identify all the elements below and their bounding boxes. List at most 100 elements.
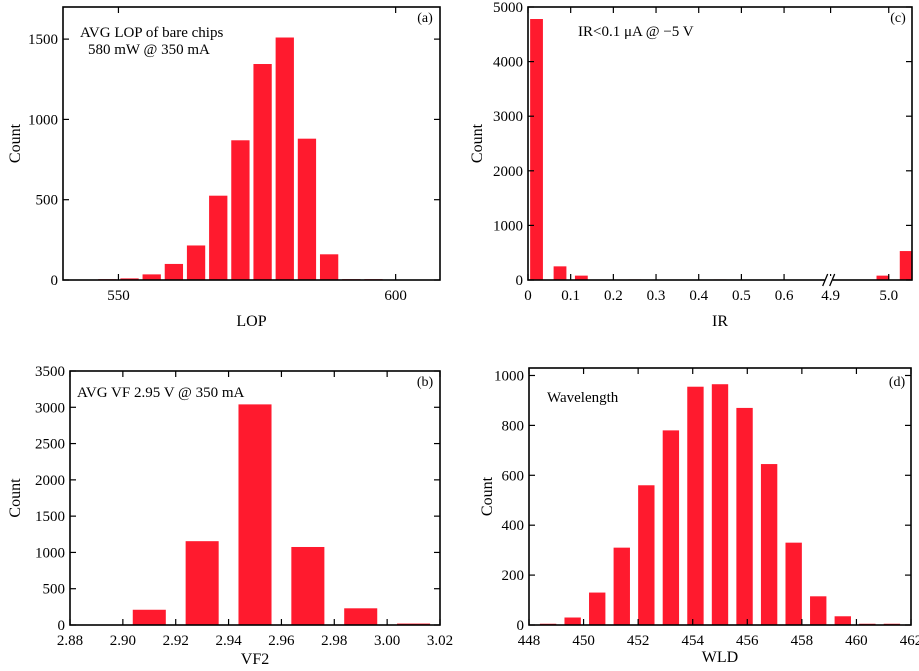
x-tick-label-d-5: 458 bbox=[791, 633, 814, 649]
y-tick-label-a-3: 1500 bbox=[28, 32, 58, 48]
y-tick-label-a-2: 1000 bbox=[28, 112, 58, 128]
y-tick-label-b-3: 1500 bbox=[35, 509, 65, 525]
bar-c-1 bbox=[553, 266, 567, 280]
y-tick-label-c-5: 5000 bbox=[493, 0, 523, 16]
y-tick-label-a-0: 0 bbox=[51, 273, 59, 289]
panel-label-d: (d) bbox=[889, 375, 906, 390]
y-tick-label-c-0: 0 bbox=[516, 273, 524, 289]
bar-b-4 bbox=[344, 608, 378, 625]
bar-a-3 bbox=[164, 263, 184, 280]
x-tick-label-d-1: 450 bbox=[572, 633, 595, 649]
plot-frame-a bbox=[62, 6, 441, 281]
x-tick-label-b-2: 2.92 bbox=[163, 633, 189, 649]
bar-c-5 bbox=[876, 275, 890, 280]
panel-label-b: (b) bbox=[417, 375, 434, 390]
y-axis-label-c: Count bbox=[469, 123, 486, 163]
x-tick-label-d-0: 448 bbox=[518, 633, 541, 649]
x-tick-label-b-5: 2.98 bbox=[321, 633, 347, 649]
y-tick-label-d-1: 200 bbox=[502, 568, 525, 584]
bar-b-1 bbox=[185, 541, 219, 625]
x-axis-label-d: WLD bbox=[702, 649, 738, 666]
panel-label-c: (c) bbox=[890, 11, 906, 26]
panel-d: 0 200 400 600 800 1000 448 450 452 454 456 458 460 46… bbox=[479, 367, 919, 666]
bar-d-1 bbox=[564, 617, 581, 625]
y-tick-label-b-7: 3500 bbox=[35, 364, 65, 380]
axis-break-mark-left bbox=[822, 273, 829, 287]
bar-d-2 bbox=[589, 592, 606, 625]
y-tick-label-d-2: 400 bbox=[502, 518, 525, 534]
x-tick-label-b-0: 2.88 bbox=[57, 633, 83, 649]
y-tick-label-a-1: 500 bbox=[36, 193, 59, 209]
bar-d-9 bbox=[760, 464, 778, 625]
annotation-b-0: AVG VF 2.95 V @ 350 mA bbox=[77, 385, 244, 401]
bar-a-6 bbox=[231, 140, 250, 280]
x-tick-label-c-3: 0.3 bbox=[647, 288, 666, 304]
x-tick-label-b-6: 3.00 bbox=[374, 633, 400, 649]
x-tick-label-b-4: 2.96 bbox=[268, 633, 295, 649]
bar-a-2 bbox=[142, 274, 161, 280]
panel-c: 0 1000 2000 3000 4000 5000 0 0.1 0.2 0.3 0.4 0.5 0.6… bbox=[469, 0, 913, 330]
bar-a-1 bbox=[120, 278, 139, 280]
y-tick-label-b-0: 0 bbox=[58, 618, 66, 634]
x-tick-label-c-1: 0.1 bbox=[561, 288, 580, 304]
plot-frame-b bbox=[69, 370, 441, 626]
bar-b-0 bbox=[132, 609, 166, 625]
bar-d-5 bbox=[662, 430, 680, 625]
bar-b-2 bbox=[238, 404, 272, 625]
bar-d-10 bbox=[785, 542, 802, 625]
bar-c-6 bbox=[899, 251, 913, 280]
bar-d-11 bbox=[810, 596, 827, 625]
y-tick-label-b-6: 3000 bbox=[35, 400, 65, 416]
x-tick-label-a-0: 550 bbox=[107, 288, 130, 304]
bar-a-5 bbox=[209, 195, 228, 280]
panel-label-a: (a) bbox=[417, 11, 433, 26]
y-axis-label-d: Count bbox=[479, 476, 496, 516]
y-tick-label-c-2: 2000 bbox=[493, 164, 523, 180]
y-tick-label-c-4: 4000 bbox=[493, 55, 523, 71]
y-tick-label-b-4: 2000 bbox=[35, 473, 65, 489]
bar-a-4 bbox=[186, 245, 206, 280]
bar-d-4 bbox=[638, 485, 655, 625]
x-tick-label-d-6: 460 bbox=[845, 633, 868, 649]
bar-d-6 bbox=[687, 386, 704, 625]
x-tick-label-c-6: 0.6 bbox=[775, 288, 794, 304]
x-axis-label-b: VF2 bbox=[241, 651, 269, 666]
axis-break-gap bbox=[824, 276, 833, 284]
x-tick-label-d-7: 462 bbox=[900, 633, 919, 649]
axis-break-mark-right bbox=[829, 273, 836, 287]
bar-d-12 bbox=[834, 616, 851, 625]
x-axis-label-a: LOP bbox=[236, 313, 266, 330]
x-tick-label-c-8: 5.0 bbox=[879, 288, 898, 304]
x-tick-label-b-3: 2.94 bbox=[215, 633, 242, 649]
bar-a-10 bbox=[319, 254, 339, 280]
bar-d-7 bbox=[711, 384, 729, 625]
x-tick-label-c-0: 0 bbox=[524, 288, 532, 304]
x-tick-label-a-1: 600 bbox=[384, 288, 407, 304]
annotation-d-0: Wavelength bbox=[547, 390, 619, 406]
y-tick-label-d-5: 1000 bbox=[494, 368, 524, 384]
x-tick-label-b-1: 2.90 bbox=[110, 633, 136, 649]
x-tick-label-c-2: 0.2 bbox=[604, 288, 623, 304]
y-tick-label-c-3: 3000 bbox=[493, 109, 523, 125]
bar-c-2 bbox=[574, 275, 588, 280]
x-tick-label-d-3: 454 bbox=[681, 633, 704, 649]
x-tick-label-c-4: 0.4 bbox=[689, 288, 708, 304]
y-tick-label-d-3: 600 bbox=[502, 468, 525, 484]
y-axis-label-b: Count bbox=[7, 478, 24, 518]
plot-frame-c bbox=[527, 6, 913, 281]
x-tick-label-c-7: 4.9 bbox=[821, 288, 840, 304]
annotation-c-0: IR<0.1 μA @ −5 V bbox=[578, 24, 694, 40]
y-axis-label-a: Count bbox=[7, 123, 24, 163]
y-tick-label-b-5: 2500 bbox=[35, 437, 65, 453]
bar-a-7 bbox=[253, 64, 272, 280]
bar-d-3 bbox=[613, 547, 630, 625]
annotation-a-0: AVG LOP of bare chips bbox=[80, 25, 223, 41]
bar-a-9 bbox=[297, 138, 317, 280]
annotation-a-1: 580 mW @ 350 mA bbox=[88, 42, 210, 58]
bar-a-8 bbox=[275, 37, 294, 281]
x-tick-label-d-2: 452 bbox=[627, 633, 650, 649]
bar-c-0 bbox=[530, 19, 543, 280]
bar-b-3 bbox=[291, 546, 325, 625]
